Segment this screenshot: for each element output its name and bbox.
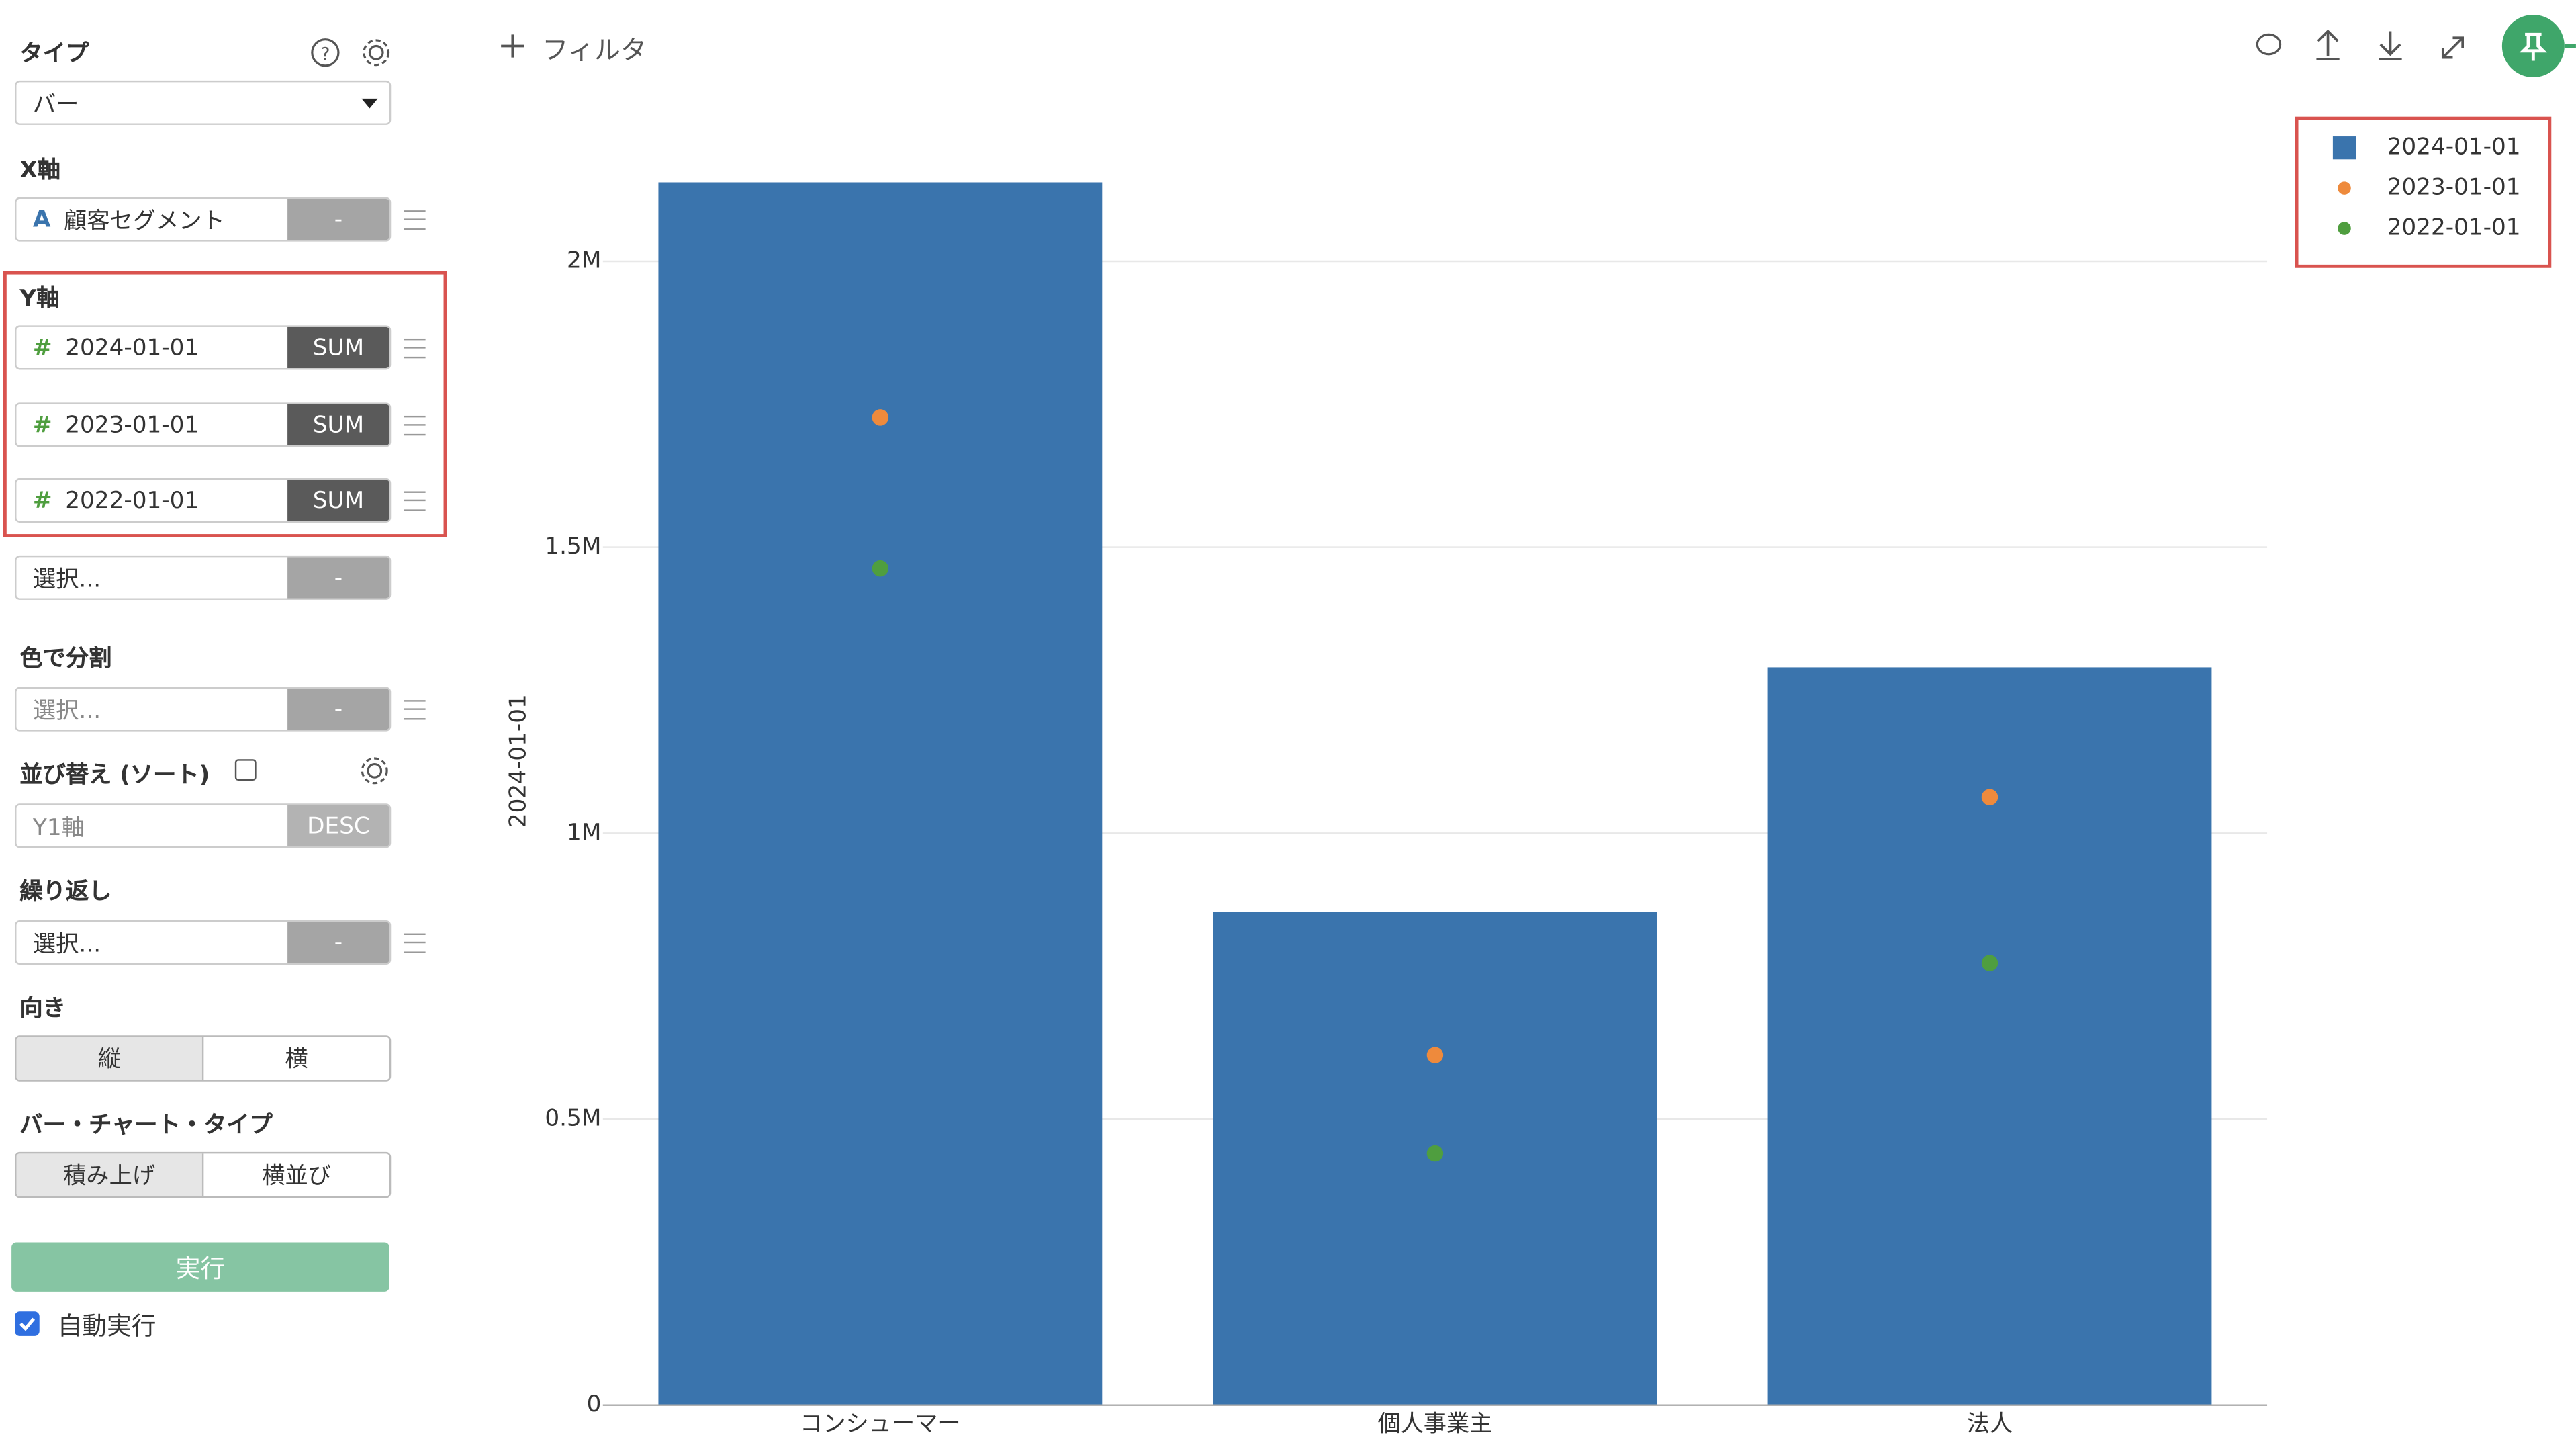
field-name: 2022-01-01 xyxy=(65,487,199,514)
point xyxy=(1426,1047,1444,1063)
y-tick-label: 0 xyxy=(587,1391,602,1417)
repeat-field[interactable]: 選択... - xyxy=(15,920,392,965)
y-add[interactable]: 選択... - xyxy=(15,555,392,600)
type-select[interactable]: バー xyxy=(15,80,392,125)
x-tick-label: 法人 xyxy=(1967,1411,2013,1438)
y-tick-label: 2M xyxy=(567,247,601,273)
drag-handle[interactable] xyxy=(404,415,426,436)
point xyxy=(872,409,889,426)
y-tick-label: 1M xyxy=(567,819,601,846)
legend-label: 2024-01-01 xyxy=(2387,134,2521,161)
agg[interactable]: - xyxy=(287,922,389,963)
section-label: 並び替え (ソート) xyxy=(19,762,210,789)
legend-label: 2022-01-01 xyxy=(2387,214,2521,241)
drag-handle[interactable] xyxy=(404,491,426,511)
legend-swatch xyxy=(2338,181,2351,195)
orientation-toggle: 縦横 xyxy=(15,1035,392,1082)
point xyxy=(872,560,889,577)
icon[interactable] xyxy=(358,754,391,787)
y-field[interactable]: #2022-01-01 SUM xyxy=(15,478,392,523)
section-label: タイプ xyxy=(19,41,89,68)
agg[interactable]: SUM xyxy=(287,480,389,521)
option[interactable]: 横 xyxy=(201,1037,389,1080)
sort-field[interactable]: Y1軸 DESC xyxy=(15,803,392,848)
bar-type-toggle: 積み上げ 横並び xyxy=(15,1151,392,1198)
checkbox-label: 自動実行 xyxy=(57,1311,156,1342)
drag-handle[interactable] xyxy=(404,700,426,720)
icons[interactable]: ? xyxy=(309,36,408,69)
section-label: 繰り返し xyxy=(19,879,112,906)
placeholder: 選択... xyxy=(32,930,101,958)
legend-swatch xyxy=(2332,136,2356,160)
point xyxy=(1426,1145,1444,1162)
option[interactable]: 縦 xyxy=(16,1037,202,1080)
x-tick-label: コンシューマー xyxy=(800,1411,961,1438)
run-button[interactable]: 実行 xyxy=(11,1242,389,1292)
filter-button[interactable]: フィルタ xyxy=(542,34,647,66)
select-value: バー xyxy=(32,91,79,118)
svg-text:?: ? xyxy=(320,44,330,64)
placeholder: 選択... xyxy=(32,566,101,592)
sort-checkbox[interactable] xyxy=(234,759,257,781)
section-label: 向き xyxy=(19,996,66,1022)
x-field[interactable]: A 顧客セグメント - xyxy=(15,197,392,242)
y-field[interactable]: #2023-01-01 SUM xyxy=(15,402,392,447)
x-tick-label: 個人事業主 xyxy=(1377,1411,1492,1438)
section-label: バー・チャート・タイプ xyxy=(19,1112,273,1139)
point xyxy=(1981,789,1998,805)
plus-icon[interactable] xyxy=(500,33,526,59)
y-axis-title: 2024-01-01 xyxy=(505,694,532,828)
drag-handle[interactable] xyxy=(404,210,426,230)
point xyxy=(1981,955,1998,971)
y-field[interactable]: #2024-01-01 SUM xyxy=(15,325,392,370)
agg[interactable]: - xyxy=(287,199,389,240)
option[interactable]: 積み上げ xyxy=(16,1153,202,1196)
agg[interactable]: - xyxy=(287,689,389,730)
highlight xyxy=(3,271,447,537)
field-name: 2023-01-01 xyxy=(65,411,199,438)
placeholder: 選択... xyxy=(32,697,101,724)
section-label: X軸 xyxy=(19,157,61,184)
y-tick-label: 1.5M xyxy=(545,533,601,560)
section-label: Y軸 xyxy=(19,285,60,312)
bar xyxy=(658,182,1103,1405)
field-name: 2024-01-01 xyxy=(65,334,199,361)
y-tick-label: 0.5M xyxy=(545,1104,601,1131)
sort-order[interactable]: DESC xyxy=(287,805,389,846)
placeholder: Y1軸 xyxy=(32,814,85,841)
toolbar-icons[interactable] xyxy=(2242,13,2576,83)
auto-run-checkbox[interactable] xyxy=(15,1311,40,1336)
color-field[interactable]: 選択... - xyxy=(15,687,392,732)
agg[interactable]: SUM xyxy=(287,404,389,445)
drag-handle[interactable] xyxy=(404,338,426,359)
highlight xyxy=(2295,116,2552,268)
drag-handle[interactable] xyxy=(404,933,426,953)
option[interactable]: 横並び xyxy=(201,1153,389,1196)
field-name: 顧客セグメント xyxy=(64,208,225,234)
legend-swatch xyxy=(2338,222,2351,235)
section-label: 色で分割 xyxy=(19,646,112,672)
agg[interactable]: - xyxy=(287,557,389,599)
agg[interactable]: SUM xyxy=(287,326,389,368)
bar xyxy=(1767,667,2212,1405)
legend-label: 2023-01-01 xyxy=(2387,174,2521,201)
